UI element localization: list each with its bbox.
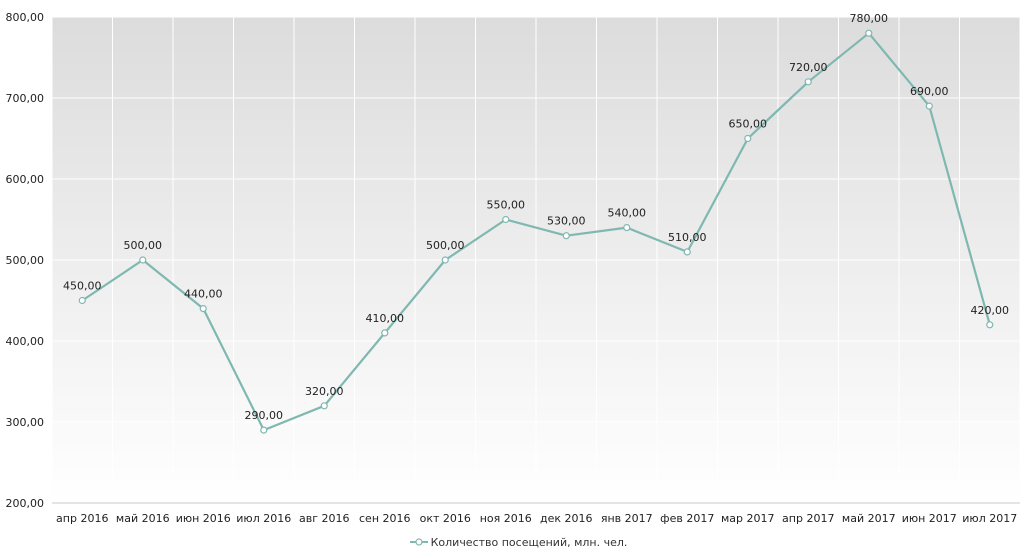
data-label: 440,00 xyxy=(184,288,223,301)
data-label: 690,00 xyxy=(910,85,949,98)
x-tick-label: май 2016 xyxy=(116,512,170,525)
y-tick-label: 700,00 xyxy=(6,92,45,105)
data-label: 290,00 xyxy=(245,409,284,422)
x-tick-label: мар 2017 xyxy=(721,512,775,525)
y-tick-label: 800,00 xyxy=(6,11,45,24)
data-point xyxy=(623,224,631,232)
data-label: 500,00 xyxy=(124,239,163,252)
legend-label: Количество посещений, млн. чел. xyxy=(430,535,628,549)
data-label: 500,00 xyxy=(426,239,465,252)
y-tick-label: 400,00 xyxy=(6,335,45,348)
data-label: 780,00 xyxy=(850,12,889,25)
data-point xyxy=(78,296,86,305)
data-label: 420,00 xyxy=(971,304,1010,317)
x-tick-label: июн 2017 xyxy=(902,512,957,525)
y-tick-label: 300,00 xyxy=(6,416,45,429)
data-point xyxy=(320,402,328,410)
data-label: 320,00 xyxy=(305,385,344,398)
data-point xyxy=(381,329,389,337)
data-label: 530,00 xyxy=(547,215,586,228)
data-point xyxy=(986,321,994,329)
data-point xyxy=(865,29,873,37)
legend-line-marker-icon xyxy=(409,538,428,546)
x-tick-label: авг 2016 xyxy=(299,512,350,525)
data-point xyxy=(804,78,812,86)
data-label: 650,00 xyxy=(729,118,768,131)
legend[interactable]: Количество посещений, млн. чел. xyxy=(0,533,1036,551)
x-tick-label: окт 2016 xyxy=(420,512,471,525)
series-layer xyxy=(78,29,994,434)
data-point xyxy=(562,232,570,240)
y-tick-label: 500,00 xyxy=(6,254,45,267)
gridlines xyxy=(51,16,1021,504)
data-point xyxy=(502,215,510,224)
x-tick-label: апр 2016 xyxy=(56,512,108,525)
y-tick-label: 200,00 xyxy=(6,497,45,510)
x-tick-label: ноя 2016 xyxy=(480,512,532,525)
x-tick-label: июн 2016 xyxy=(176,512,231,525)
y-tick-label: 600,00 xyxy=(6,173,45,186)
data-label: 720,00 xyxy=(789,61,828,74)
x-tick-label: дек 2016 xyxy=(540,512,593,525)
data-label: 410,00 xyxy=(366,312,405,325)
data-point xyxy=(199,305,207,313)
series-line xyxy=(81,32,991,432)
x-tick-label: май 2017 xyxy=(842,512,896,525)
data-point xyxy=(260,426,268,434)
data-label: 450,00 xyxy=(63,280,102,293)
x-tick-label: июл 2017 xyxy=(962,512,1017,525)
x-tick-label: фев 2017 xyxy=(660,512,714,525)
data-point xyxy=(683,248,691,256)
data-point xyxy=(139,256,147,264)
data-label: 510,00 xyxy=(668,231,707,244)
data-labels: 450,00 500,00 440,00 290,00 320,00 410,00 500,… xyxy=(63,12,1009,422)
data-point xyxy=(744,134,752,143)
x-tick-label: сен 2016 xyxy=(359,512,411,525)
data-label: 550,00 xyxy=(487,199,526,212)
data-label: 540,00 xyxy=(608,207,647,220)
x-tick-label: июл 2016 xyxy=(236,512,291,525)
axes: 200,00 300,00 400,00 500,00 600,00 700,00 800,… xyxy=(6,11,1020,525)
data-point xyxy=(441,256,449,264)
data-point xyxy=(925,102,933,110)
x-tick-label: апр 2017 xyxy=(782,512,834,525)
x-tick-label: янв 2017 xyxy=(601,512,653,525)
